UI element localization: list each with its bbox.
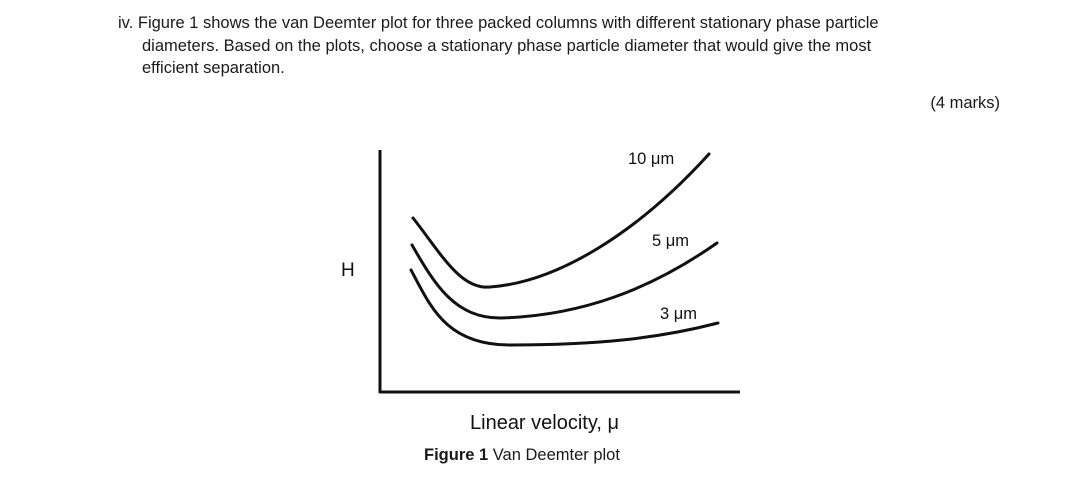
question-line-2: diameters. Based on the plots, choose a … bbox=[142, 36, 872, 55]
question-line-3: efficient separation. bbox=[142, 59, 285, 77]
curve-label-10um: 10 μm bbox=[628, 150, 674, 168]
question-text: iv. Figure 1 shows the van Deemter plot … bbox=[118, 12, 1018, 80]
curve-5um bbox=[410, 241, 719, 320]
figure-caption: Figure 1 Van Deemter plot bbox=[424, 446, 620, 465]
curve-label-3um: 3 μm bbox=[660, 305, 697, 323]
x-axis-label: Linear velocity, μ bbox=[470, 412, 619, 434]
question-line-1: iv. Figure 1 shows the van Deemter plot … bbox=[118, 14, 879, 32]
curve-3um bbox=[409, 268, 720, 347]
marks-label: (4 marks) bbox=[930, 94, 1000, 112]
figure-caption-text: Van Deemter plot bbox=[488, 446, 620, 464]
figure-caption-number: Figure 1 bbox=[424, 446, 489, 464]
curve-10um bbox=[411, 152, 711, 289]
y-axis-label: H bbox=[341, 260, 355, 281]
curve-label-5um: 5 μm bbox=[652, 232, 689, 250]
